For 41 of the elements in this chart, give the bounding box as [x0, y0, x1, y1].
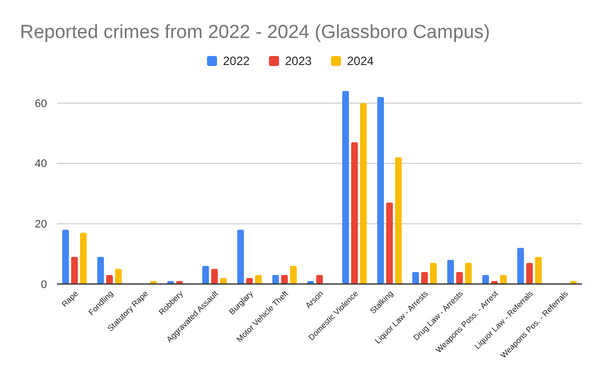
bar [237, 230, 244, 284]
bar [351, 142, 358, 284]
bar [386, 202, 393, 284]
bar [421, 272, 428, 284]
bar [246, 278, 253, 284]
bar [211, 268, 218, 284]
bar [430, 262, 437, 284]
bar [71, 256, 78, 284]
bar [106, 274, 113, 284]
bar [412, 272, 419, 284]
bar [220, 278, 227, 284]
bar [97, 256, 104, 284]
bar [377, 97, 384, 284]
legend-label: 2023 [285, 54, 312, 68]
bar [342, 91, 349, 284]
bar [80, 232, 87, 284]
bar [62, 230, 69, 284]
bar [360, 103, 367, 284]
legend-label: 2024 [347, 54, 374, 68]
chart-title: Reported crimes from 2022 - 2024 (Glassboro Campus) [20, 22, 490, 43]
y-tick-label: 20 [34, 218, 47, 231]
bar [526, 262, 533, 284]
bar [316, 274, 323, 284]
bar [202, 266, 209, 284]
bar [290, 266, 297, 284]
bar [535, 256, 542, 284]
y-tick-label: 60 [34, 98, 47, 110]
legend-label: 2022 [223, 54, 250, 68]
bar [465, 262, 472, 284]
y-tick-label: 40 [34, 158, 47, 170]
bar [456, 272, 463, 284]
bar [281, 274, 288, 284]
bar [395, 157, 402, 284]
y-tick-label: 0 [40, 278, 47, 291]
bar [447, 260, 454, 284]
bar [272, 274, 279, 284]
bar [500, 274, 507, 284]
bar [255, 274, 262, 284]
bar [482, 274, 489, 284]
bar [115, 268, 122, 284]
bar [517, 248, 524, 284]
